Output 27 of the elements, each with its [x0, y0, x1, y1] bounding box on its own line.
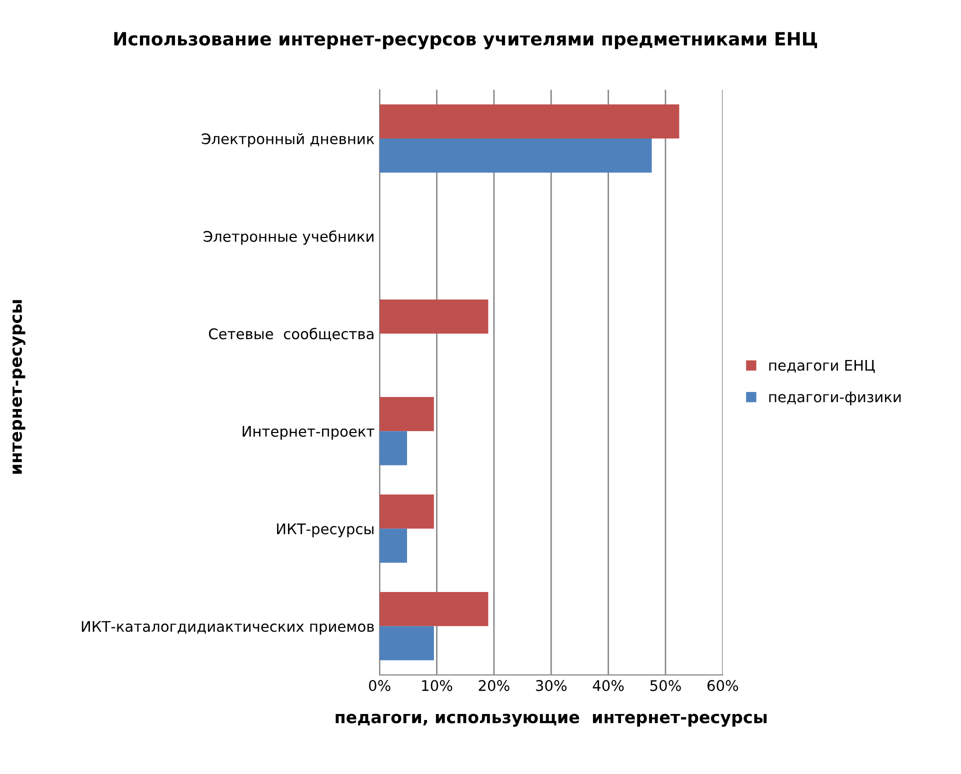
y-tick-label: Сетевые сообщества [208, 328, 374, 342]
y-tick-label: Интернет-проект [242, 426, 374, 440]
bar [380, 431, 408, 466]
x-tick-label: 60% [707, 680, 738, 692]
x-tick-label: 0% [368, 680, 390, 692]
bar [380, 626, 434, 660]
legend-label: педагоги ЕНЦ [769, 360, 875, 373]
bar [380, 138, 652, 173]
y-tick-label: ИКТ-каталогдидиактических приемов [82, 621, 374, 635]
x-tick-label: 20% [478, 680, 510, 692]
x-tick-label: 30% [536, 680, 567, 692]
bar [380, 299, 488, 334]
bar [380, 528, 408, 563]
x-tick-label: 10% [422, 680, 452, 692]
x-tick-label: 40% [592, 680, 624, 692]
x-tick-label: 50% [650, 680, 681, 692]
bar [380, 396, 434, 432]
bar [380, 494, 434, 529]
y-tick-label: Электронный дневник [202, 133, 374, 148]
y-tick-label: Элетронные учебники [204, 230, 374, 245]
bar [380, 592, 488, 626]
chart-title: Использование интернет-ресурсов учителями предметниками ЕНЦ [114, 32, 818, 50]
legend-label: педагоги-физики [769, 392, 901, 406]
x-axis-title: педагоги, использующие интернет-ресурсы [336, 714, 767, 727]
y-axis-title: интернет-ресурсы [12, 300, 26, 474]
bar [380, 104, 680, 139]
y-tick-label: ИКТ-ресурсы [277, 524, 374, 538]
